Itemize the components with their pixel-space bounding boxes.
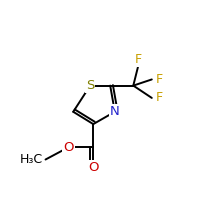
Text: F: F — [156, 91, 163, 104]
Text: F: F — [156, 73, 163, 86]
Text: F: F — [134, 53, 141, 66]
Text: O: O — [88, 161, 99, 174]
Text: O: O — [63, 141, 74, 154]
Text: H₃C: H₃C — [19, 153, 42, 166]
Text: S: S — [86, 79, 94, 92]
Text: N: N — [110, 105, 120, 118]
